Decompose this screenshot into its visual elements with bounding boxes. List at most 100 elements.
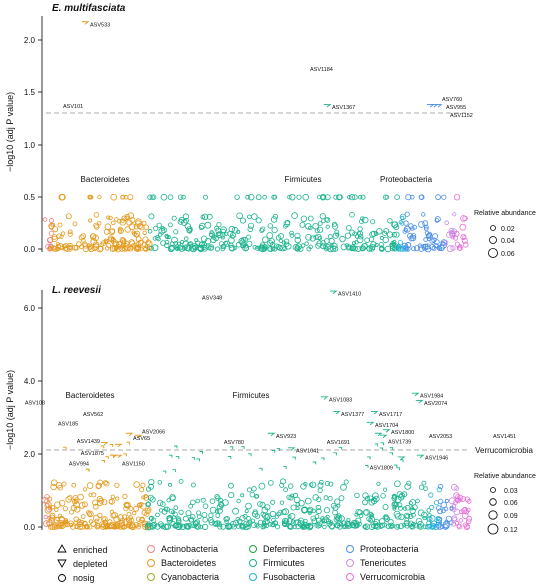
- scatter-point: [199, 451, 203, 454]
- panel1-phylum-label: Firmicutes: [285, 175, 322, 184]
- scatter-point: [164, 234, 170, 240]
- scatter-point: [316, 226, 324, 233]
- scatter-point: [442, 239, 449, 246]
- scatter-point: [182, 515, 189, 522]
- direction-legend: enriched depleted nosig: [57, 544, 108, 583]
- scatter-point: [307, 510, 312, 516]
- scatter-point: [192, 521, 199, 527]
- scatter-point: [451, 507, 457, 513]
- scatter-point: [77, 493, 84, 501]
- scatter-point: [124, 245, 131, 252]
- scatter-point: [307, 225, 313, 231]
- scatter-point: [403, 220, 409, 226]
- scatter-point: [148, 478, 155, 486]
- scatter-point: [239, 217, 246, 224]
- scatter-point: [172, 522, 179, 529]
- scatter-point: [446, 245, 454, 253]
- scatter-point: [104, 246, 110, 251]
- scatter-point: [413, 245, 420, 252]
- panel2-size-legend: Relative abundance 0.03 0.06 0.09 0.12: [474, 473, 536, 535]
- phylum-legend-label: Deferribacteres: [263, 544, 325, 554]
- point-label: ASV101: [63, 104, 83, 110]
- scatter-point: [164, 506, 170, 512]
- scatter-point: [118, 520, 126, 527]
- scatter-point: [452, 212, 457, 217]
- scatter-point: [120, 194, 125, 200]
- scatter-point: [294, 246, 301, 252]
- scatter-point: [454, 241, 460, 247]
- scatter-point: [156, 222, 162, 228]
- scatter-point: [51, 235, 58, 243]
- scatter-point: [122, 243, 130, 250]
- scatter-point: [54, 507, 59, 512]
- scatter-point: [405, 194, 412, 201]
- scatter-point: [407, 522, 413, 528]
- phylum-legend-label: Firmicutes: [263, 558, 305, 568]
- scatter-point: [236, 212, 243, 220]
- size-legend-circle: [489, 498, 497, 506]
- scatter-point: [176, 517, 182, 523]
- scatter-point: [149, 496, 156, 503]
- scatter-point: [110, 193, 117, 201]
- scatter-point: [149, 245, 154, 251]
- scatter-point: [49, 512, 56, 519]
- scatter-point: [48, 222, 55, 229]
- phylum-swatch: [346, 545, 354, 553]
- scatter-point: [270, 521, 276, 528]
- scatter-point: [287, 483, 294, 489]
- scatter-point: [227, 455, 232, 459]
- scatter-point: [202, 194, 208, 200]
- scatter-point: [317, 487, 323, 493]
- scatter-point: [451, 504, 457, 510]
- scatter-point: [444, 519, 449, 524]
- scatter-point: [425, 233, 432, 239]
- scatter-point: [143, 494, 150, 501]
- scatter-point: [287, 514, 292, 519]
- scatter-point: [141, 495, 146, 500]
- scatter-point: [78, 502, 86, 509]
- scatter-point: [423, 224, 429, 230]
- scatter-point: [383, 514, 389, 520]
- scatter-point: [290, 504, 297, 511]
- scatter-point: [313, 234, 319, 240]
- scatter-point: [324, 194, 331, 201]
- panel2-phylum-label: Bacteroidetes: [66, 391, 115, 400]
- scatter-point: [266, 232, 274, 239]
- panel1-title: E. multifasciata: [52, 3, 126, 14]
- scatter-point: [386, 231, 394, 238]
- scatter-point: [120, 237, 127, 244]
- scatter-point: [294, 519, 302, 526]
- scatter-point: [424, 243, 431, 250]
- scatter-point: [100, 516, 106, 522]
- scatter-point: [282, 521, 288, 527]
- scatter-point: [337, 524, 343, 530]
- scatter-point: [82, 245, 89, 253]
- scatter-point: [259, 501, 266, 508]
- scatter-point: [403, 225, 411, 233]
- scatter-point: [191, 457, 196, 461]
- scatter-point: [88, 519, 94, 524]
- scatter-point: [289, 193, 296, 201]
- scatter-point: [255, 217, 262, 224]
- scatter-point: [86, 510, 91, 515]
- scatter-point: [50, 505, 56, 510]
- scatter-point: [333, 194, 339, 200]
- scatter-point: [315, 233, 322, 241]
- scatter-point: [271, 450, 276, 453]
- scatter-point: [84, 524, 90, 530]
- scatter-point: [141, 220, 147, 226]
- scatter-point: [206, 213, 213, 220]
- scatter-point: [55, 243, 62, 249]
- scatter-point: [145, 239, 151, 245]
- scatter-point: [212, 520, 218, 527]
- scatter-point: [357, 194, 363, 200]
- scatter-point: [283, 487, 289, 493]
- scatter-point: [118, 229, 123, 234]
- scatter-point: [277, 509, 284, 516]
- scatter-point: [409, 507, 416, 515]
- legend-nosig: nosig: [73, 573, 95, 583]
- scatter-point: [252, 245, 258, 250]
- panel2-phylum-label: Verrucomicrobia: [475, 446, 533, 455]
- scatter-point: [392, 506, 397, 511]
- legend-enriched: enriched: [73, 545, 108, 555]
